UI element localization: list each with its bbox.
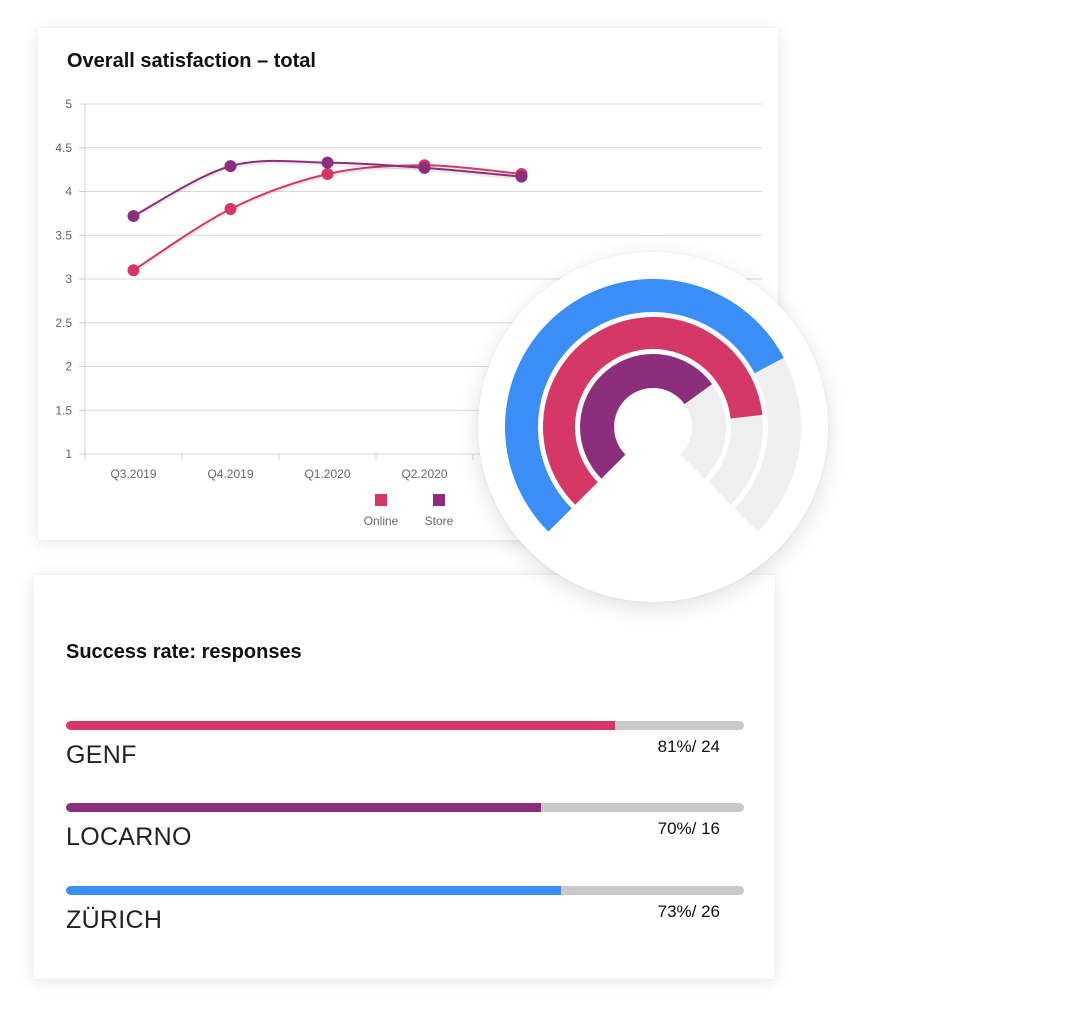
radial-arc-1 [543, 316, 763, 505]
rate-row-locarno: LOCARNO 70%/ 16 [66, 803, 744, 863]
rate-row-genf: GENF 81%/ 24 [66, 721, 744, 781]
rate-row-label: GENF [66, 741, 137, 769]
rate-row-label: LOCARNO [66, 823, 192, 851]
series-online-point [224, 203, 237, 215]
radial-arc-2 [580, 354, 713, 479]
legend-label-online: Online [364, 514, 399, 528]
radial-chart-badge [478, 252, 828, 602]
chart-title: Overall satisfaction – total [67, 50, 316, 72]
y-tick-label: 2 [65, 360, 72, 374]
y-tick-label: 2.5 [55, 316, 72, 330]
rate-row-label: ZÜRICH [66, 906, 163, 934]
y-tick-label: 1.5 [55, 403, 72, 417]
y-tick-label: 3.5 [55, 228, 72, 242]
success-rate-card: Success rate: responses GENF 81%/ 24 LOC… [33, 575, 775, 979]
x-tick-label: Q2.2020 [401, 467, 447, 481]
series-store-point [127, 210, 140, 222]
y-tick-label: 4.5 [55, 141, 72, 155]
radial-bar-chart [505, 279, 801, 532]
rate-bar-track [66, 721, 744, 730]
series-store-point [224, 160, 237, 173]
series-online-line [132, 164, 522, 272]
series-online-point [321, 168, 334, 180]
legend-swatch-store [433, 494, 445, 506]
series-online-point [127, 264, 140, 277]
x-tick-label: Q3.2019 [110, 467, 156, 481]
series-store-point [515, 170, 528, 183]
y-tick-label: 3 [65, 272, 72, 286]
rate-bar-track [66, 803, 744, 812]
y-tick-label: 4 [65, 185, 72, 199]
series-store-point [321, 156, 334, 169]
y-tick-label: 1 [65, 447, 72, 461]
legend-swatch-online [375, 494, 387, 506]
series-store-point [418, 161, 431, 174]
legend-label-store: Store [425, 514, 454, 528]
rate-row-value: 81%/ 24 [657, 737, 720, 756]
rate-bar-fill [66, 721, 616, 730]
radial-arc-0 [505, 279, 784, 532]
rate-bar-track [66, 886, 744, 895]
rate-row-value: 73%/ 26 [657, 902, 720, 921]
rate-row-value: 70%/ 16 [657, 819, 720, 838]
x-tick-label: Q4.2019 [207, 467, 253, 481]
success-rate-title: Success rate: responses [66, 641, 302, 663]
y-tick-label: 5 [65, 97, 72, 111]
rate-bar-fill [66, 803, 541, 812]
rate-bar-fill [66, 886, 561, 895]
rate-row-zurich: ZÜRICH 73%/ 26 [66, 886, 744, 946]
x-tick-label: Q1.2020 [304, 467, 350, 481]
